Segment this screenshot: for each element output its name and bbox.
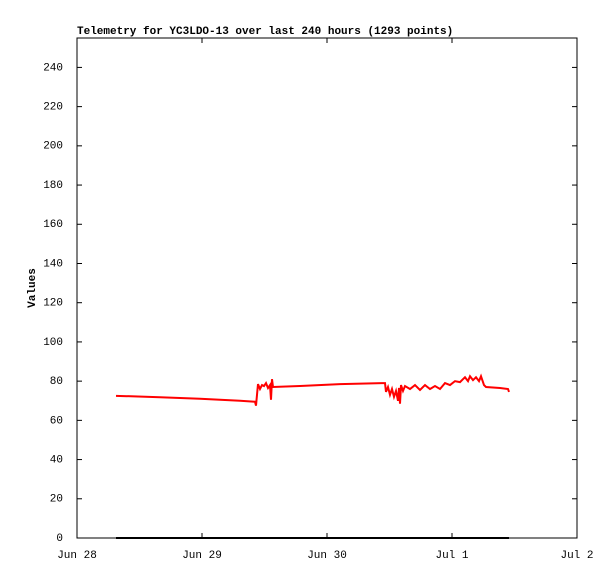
x-tick-label: Jun 29 [182,550,222,562]
x-tick-label: Jul 1 [435,550,468,562]
y-tick-label: 200 [43,141,63,153]
y-tick-label: 60 [50,415,63,427]
chart-title: Telemetry for YC3LDO-13 over last 240 ho… [77,26,453,38]
y-tick-label: 0 [56,533,63,545]
y-tick-label: 120 [43,298,63,310]
series-line [115,373,510,406]
y-tick-label: 240 [43,62,63,74]
y-tick-label: 160 [43,219,63,231]
y-tick-label: 220 [43,102,63,114]
y-tick-label: 80 [50,376,63,388]
y-tick-label: 140 [43,258,63,270]
y-tick-label: 180 [43,180,63,192]
y-tick-label: 20 [50,494,63,506]
y-tick-label: 100 [43,337,63,349]
y-tick-label: 40 [50,454,63,466]
plot-frame [76,37,578,539]
y-axis-title: Values [27,268,39,308]
x-tick-label: Jun 28 [57,550,97,562]
x-tick-label: Jul 2 [560,550,593,562]
x-tick-label: Jun 30 [307,550,347,562]
